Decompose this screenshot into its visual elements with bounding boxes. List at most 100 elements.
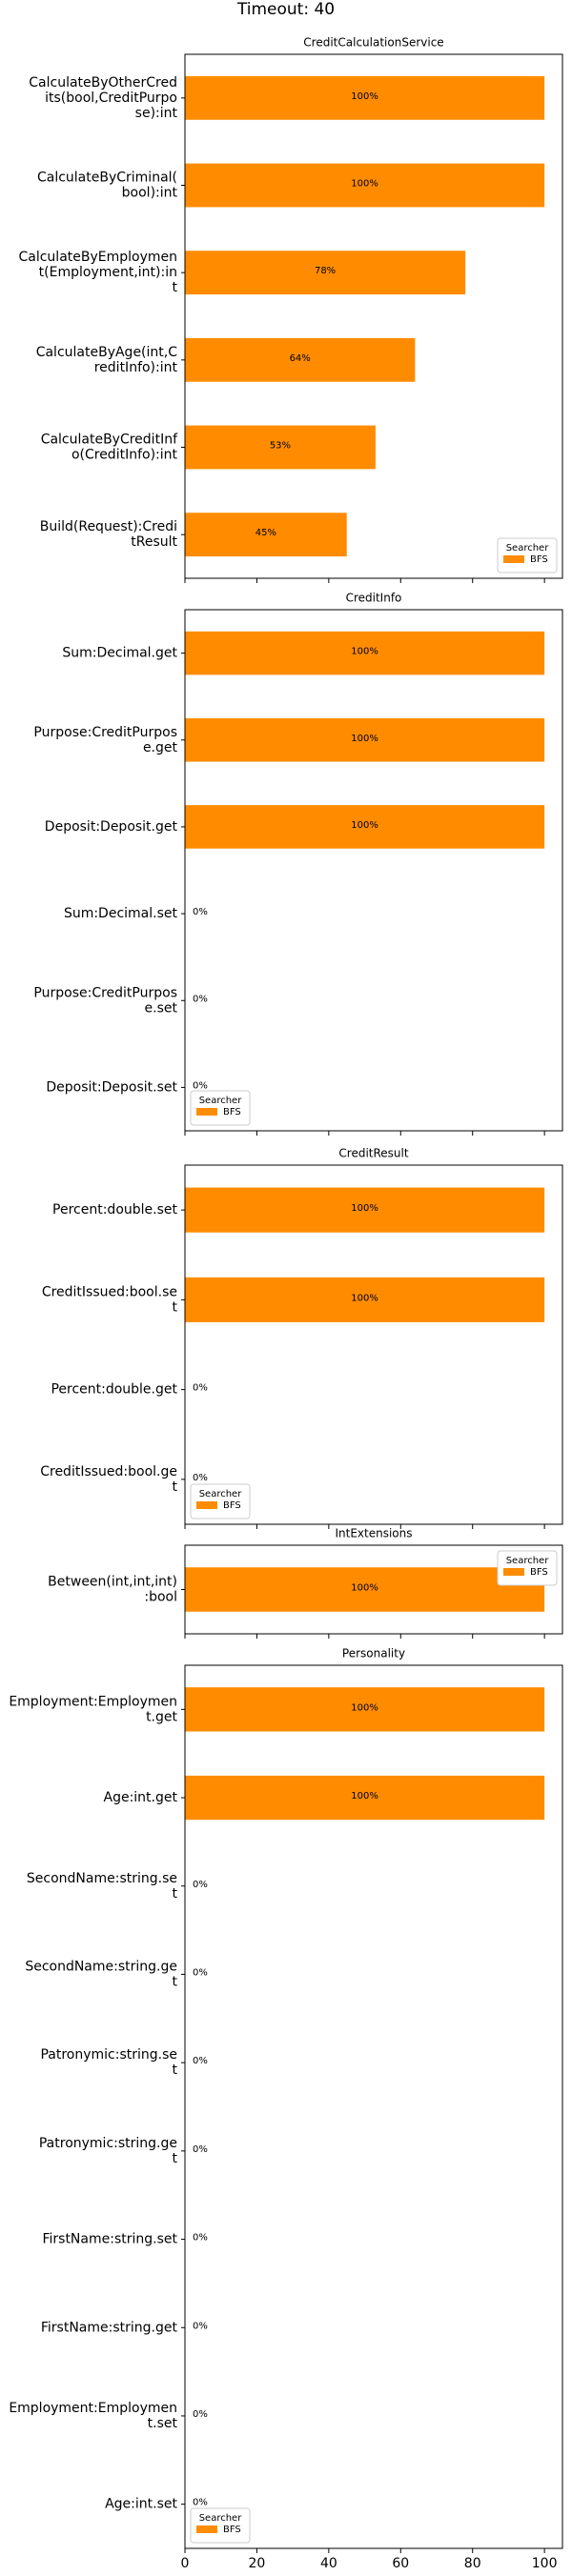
legend-title: Searcher <box>199 1489 243 1499</box>
legend-box <box>497 1550 558 1586</box>
y-tick-label: FirstName:string.get <box>41 2320 178 2335</box>
legend-label: BFS <box>223 2525 241 2535</box>
y-tick-label: SecondName:string.ge t <box>25 1959 177 1989</box>
value-label: 0% <box>193 2321 208 2331</box>
legend-swatch <box>196 2526 217 2533</box>
x-tick-label: 80 <box>464 2556 481 2571</box>
value-label: 0% <box>193 1880 208 1890</box>
subplot-title: CreditResult <box>338 1147 408 1160</box>
subplot-title: CreditInfo <box>346 592 402 605</box>
bar <box>185 1187 545 1233</box>
bar <box>185 75 545 120</box>
x-tick-label: 100 <box>532 2556 558 2571</box>
value-label: 64% <box>290 353 311 364</box>
bar <box>185 337 416 382</box>
y-tick-label: FirstName:string.set <box>42 2232 177 2247</box>
value-label: 100% <box>351 91 378 102</box>
axes-frame <box>184 609 563 1132</box>
legend-title: Searcher <box>506 543 550 553</box>
value-label: 100% <box>351 1583 378 1594</box>
x-tick-label: 0 <box>181 2556 190 2571</box>
legend-title: Searcher <box>199 1096 243 1106</box>
y-tick-label: Percent:double.set <box>52 1202 177 1218</box>
legend-box <box>190 1483 251 1519</box>
subplot-title: Personality <box>342 1647 405 1660</box>
bar <box>185 1567 545 1612</box>
legend-label: BFS <box>223 1500 241 1511</box>
y-tick-label: Purpose:CreditPurpos e.get <box>33 725 177 755</box>
y-tick-label: CalculateByOtherCred its(bool,CreditPurpo… <box>29 75 177 121</box>
legend-swatch <box>196 1501 217 1509</box>
bar <box>185 513 347 557</box>
y-tick-label: CalculateByAge(int,C reditInfo):int <box>36 345 178 375</box>
value-label: 100% <box>351 179 378 190</box>
value-label: 100% <box>351 1791 378 1801</box>
subplot-title: IntExtensions <box>335 1527 412 1540</box>
bar <box>185 631 545 675</box>
value-label: 0% <box>193 1473 208 1483</box>
legend-label: BFS <box>223 1107 241 1117</box>
y-tick-label: SecondName:string.se t <box>27 1871 178 1902</box>
y-tick-label: CalculateByEmploymen t(Employment,int):in… <box>18 250 177 295</box>
y-tick-label: Age:int.set <box>105 2497 177 2512</box>
value-label: 0% <box>193 2409 208 2420</box>
value-label: 0% <box>193 1967 208 1978</box>
bar <box>185 1775 545 1821</box>
y-tick-label: Between(int,int,int):bool <box>48 1575 177 1605</box>
y-tick-label: CalculateByCriminal(bool):int <box>37 171 178 201</box>
y-tick-label: Employment:Employmen t.set <box>9 2401 177 2431</box>
axes-frame <box>184 1664 563 2549</box>
bar <box>185 805 545 849</box>
legend-box <box>190 2507 251 2544</box>
bar <box>185 1277 545 1322</box>
value-label: 0% <box>193 907 208 917</box>
value-label: 100% <box>351 1203 378 1214</box>
y-tick-label: Percent:double.get <box>51 1382 177 1398</box>
y-tick-label: CreditIssued:bool.ge t <box>40 1464 177 1495</box>
legend-box <box>497 537 558 574</box>
value-label: 0% <box>193 2233 208 2244</box>
value-label: 100% <box>351 647 378 657</box>
value-label: 100% <box>351 1293 378 1303</box>
value-label: 0% <box>193 2144 208 2155</box>
y-tick-label: Patronymic:string.ge t <box>39 2136 178 2166</box>
axes-frame <box>184 53 563 579</box>
value-label: 100% <box>351 734 378 744</box>
bar <box>185 163 545 208</box>
value-label: 0% <box>193 994 208 1004</box>
y-tick-label: Employment:Employmen t.get <box>9 1694 177 1724</box>
legend-swatch <box>503 1568 524 1576</box>
y-tick-label: Sum:Decimal.get <box>62 646 177 661</box>
legend-label: BFS <box>530 554 548 565</box>
value-label: 78% <box>315 266 336 276</box>
y-tick-label: Purpose:CreditPurpos e.set <box>33 985 177 1016</box>
y-tick-label: Build(Request):Credi tResult <box>40 519 178 550</box>
x-tick-label: 20 <box>249 2556 266 2571</box>
y-tick-label: Age:int.get <box>104 1790 178 1805</box>
bar <box>185 1687 545 1732</box>
bar <box>185 717 545 762</box>
axes-frame <box>184 1164 563 1525</box>
legend-label: BFS <box>530 1567 548 1578</box>
value-label: 0% <box>193 1080 208 1091</box>
value-label: 0% <box>193 2498 208 2508</box>
figure-title: Timeout: 40 <box>236 0 335 19</box>
y-tick-label: Deposit:Deposit.set <box>46 1079 177 1095</box>
value-label: 0% <box>193 1383 208 1394</box>
axes-frame <box>184 1544 563 1635</box>
legend-swatch <box>503 555 524 563</box>
legend-box <box>190 1090 251 1126</box>
legend-swatch <box>196 1108 217 1116</box>
y-tick-label: Deposit:Deposit.get <box>45 819 178 835</box>
bar <box>185 425 376 470</box>
legend-title: Searcher <box>506 1556 550 1566</box>
bar <box>185 251 466 295</box>
value-label: 53% <box>270 441 291 452</box>
y-tick-label: Sum:Decimal.set <box>64 906 178 921</box>
subplot-title: CreditCalculationService <box>303 36 443 50</box>
x-tick-label: 40 <box>320 2556 337 2571</box>
value-label: 100% <box>351 820 378 831</box>
value-label: 100% <box>351 1702 378 1713</box>
value-label: 0% <box>193 2056 208 2066</box>
